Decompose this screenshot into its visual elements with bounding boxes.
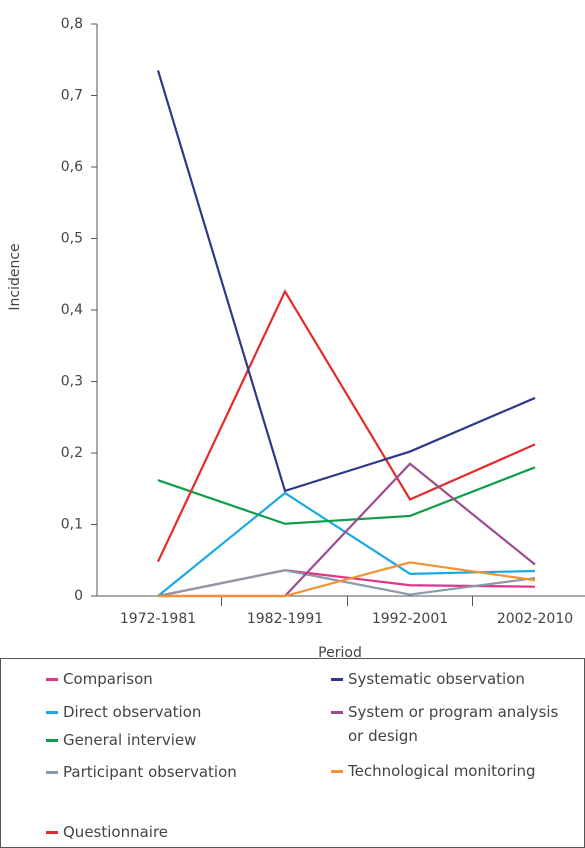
- legend-item: Direct observation: [46, 700, 202, 724]
- x-tick-label: 1992-2001: [372, 611, 448, 627]
- y-tick-label: 0,1: [61, 517, 83, 533]
- y-tick-label: 0,6: [61, 159, 83, 175]
- y-tick-label: 0,4: [61, 302, 83, 318]
- line: [158, 462, 536, 598]
- legend-swatch: [46, 771, 58, 774]
- y-tick-label: 0,7: [61, 88, 83, 104]
- line: [157, 289, 536, 563]
- legend-label: System or program analysis or design: [348, 703, 559, 745]
- legend-label: Questionnaire: [63, 823, 169, 841]
- legend-swatch: [46, 831, 58, 834]
- y-tick-label: 0: [74, 588, 83, 604]
- y-tick-label: 0,8: [61, 16, 83, 32]
- legend-item: System or program analysis or design: [331, 700, 578, 748]
- y-axis-label: Incidence: [7, 243, 23, 310]
- x-tick-label: 1972-1981: [120, 611, 196, 627]
- legend-swatch: [46, 739, 58, 742]
- legend-label: Technological monitoring: [348, 762, 536, 780]
- legend-item: Participant observation: [46, 760, 237, 784]
- line: [157, 466, 536, 525]
- x-tick-label: 2002-2010: [497, 611, 573, 627]
- x-axis-label: Period: [318, 645, 362, 658]
- legend: Comparison Direct observation General inte…: [0, 658, 585, 848]
- line: [158, 561, 536, 598]
- legend-swatch: [331, 711, 343, 714]
- legend-label: Direct observation: [63, 703, 202, 721]
- legend-item: Comparison: [46, 667, 153, 691]
- legend-label: Comparison: [63, 670, 153, 688]
- line: [156, 70, 536, 493]
- y-tick-label: 0,2: [61, 445, 83, 461]
- legend-label: Participant observation: [63, 763, 237, 781]
- legend-item: General interview: [46, 728, 197, 752]
- legend-item: Questionnaire: [46, 820, 169, 844]
- legend-item: Systematic observation: [331, 667, 578, 691]
- line: [157, 569, 536, 598]
- x-tick-label: 1982-1991: [247, 611, 323, 627]
- legend-swatch: [331, 770, 343, 773]
- legend-label: Systematic observation: [348, 670, 525, 688]
- legend-label: General interview: [63, 731, 197, 749]
- legend-swatch: [46, 678, 58, 681]
- y-tick-label: 0,3: [61, 374, 83, 390]
- chart: Incidence Period 0 0,1 0,2 0,3 0,4 0,5 0,6 0,7 0…: [7, 16, 585, 661]
- legend-item: Technological monitoring: [331, 759, 578, 783]
- y-tick-label: 0,5: [61, 231, 83, 247]
- legend-swatch: [331, 678, 343, 681]
- legend-swatch: [46, 711, 58, 714]
